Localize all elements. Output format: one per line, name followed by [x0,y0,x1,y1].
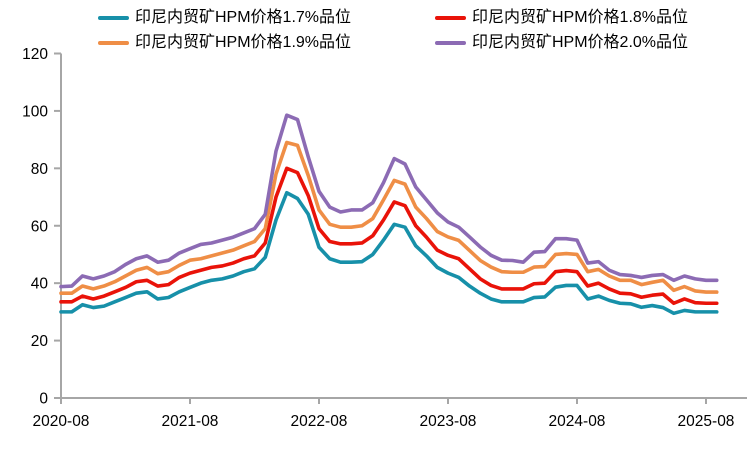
x-tick-label: 2022-08 [291,413,348,430]
series-line-印尼内贸矿HPM价格2.0%品位[interactable] [59,113,719,289]
series-line-印尼内贸矿HPM价格1.7%品位[interactable] [59,190,719,316]
y-tick-label: 120 [22,46,48,63]
legend: 印尼内贸矿HPM价格1.7%品位 印尼内贸矿HPM价格1.8%品位 印尼内贸矿H… [98,5,751,55]
y-tick-label: 0 [39,391,48,408]
x-tick-label: 2021-08 [162,413,219,430]
y-tick-label: 40 [31,276,49,293]
legend-row-1: 印尼内贸矿HPM价格1.7%品位 印尼内贸矿HPM价格1.8%品位 [98,5,751,30]
y-tick-label: 100 [22,103,48,120]
legend-line-swatch-teal [98,15,129,20]
y-tick-label: 20 [31,333,49,350]
legend-line-swatch-purple [435,40,466,45]
legend-line-swatch-red [435,15,466,20]
y-tick-label: 80 [31,161,49,178]
legend-label: 印尼内贸矿HPM价格1.9%品位 [135,33,352,51]
legend-row-2: 印尼内贸矿HPM价格1.9%品位 印尼内贸矿HPM价格2.0%品位 [98,30,751,55]
legend-label: 印尼内贸矿HPM价格1.8%品位 [472,8,689,26]
legend-label: 印尼内贸矿HPM价格2.0%品位 [472,33,689,51]
x-tick-label: 2020-08 [33,413,90,430]
legend-label: 印尼内贸矿HPM价格1.7%品位 [135,8,352,26]
legend-item-1.7[interactable]: 印尼内贸矿HPM价格1.7%品位 [98,8,435,26]
legend-item-1.9[interactable]: 印尼内贸矿HPM价格1.9%品位 [98,33,435,51]
series-line-印尼内贸矿HPM价格1.9%品位[interactable] [59,140,719,296]
legend-item-1.8[interactable]: 印尼内贸矿HPM价格1.8%品位 [435,8,751,26]
series-line-印尼内贸矿HPM价格1.8%品位[interactable] [59,166,719,306]
legend-item-2.0[interactable]: 印尼内贸矿HPM价格2.0%品位 [435,33,751,51]
x-tick-label: 2023-08 [420,413,477,430]
x-tick-label: 2024-08 [549,413,606,430]
legend-line-swatch-orange [98,40,129,45]
x-tick-label: 2025-08 [678,413,735,430]
y-tick-label: 60 [31,218,49,235]
